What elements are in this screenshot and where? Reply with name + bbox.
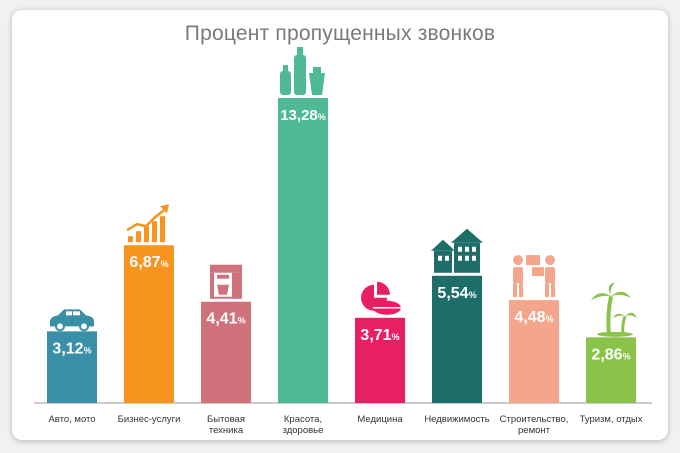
bar-6 [432, 275, 482, 403]
bar-chart: 3,12% Авто, мото 6,87% Бизнес-услуги 4,41% Бы… [34, 47, 652, 436]
bar-8 [586, 337, 636, 403]
bar-5 [355, 317, 405, 403]
bar-4 [278, 98, 328, 403]
bar-value-label: 4,48% [514, 309, 553, 326]
category-label: Авто, мото [48, 414, 95, 425]
workers-boxes-icon [513, 255, 555, 298]
category-label: Туризм, отдых [580, 414, 643, 425]
growth-chart-icon [126, 204, 169, 243]
bar-value-label: 13,28% [280, 107, 326, 124]
bar-value-label: 5,54% [437, 285, 476, 302]
houses-icon [431, 228, 483, 273]
bar-value-label: 6,87% [129, 254, 168, 271]
category-label: Строительство, ремонт [500, 414, 569, 436]
bar-7 [509, 300, 559, 403]
chart-title: Процент пропущенных звонков [184, 22, 496, 45]
category-label: Красота, здоровье [283, 414, 324, 436]
bar-value-label: 3,12% [52, 340, 91, 357]
bar-value-label: 3,71% [360, 327, 399, 344]
chart-card: Процент пропущенных звонков 3,12% Авто, м… [12, 10, 668, 440]
pills-icon [361, 281, 401, 315]
category-label: Медицина [357, 414, 403, 425]
category-label: Недвижимость [424, 414, 489, 425]
coffee-machine-icon [210, 264, 242, 299]
bar-2 [124, 245, 174, 403]
bar-value-label: 4,41% [206, 311, 245, 328]
category-label: Бытовая техника [207, 414, 245, 436]
bar-value-label: 2,86% [591, 346, 630, 363]
bar-1 [47, 331, 97, 403]
category-label: Бизнес-услуги [118, 414, 181, 425]
bar-3 [201, 301, 251, 403]
cosmetics-bottles-icon [280, 47, 325, 96]
palm-trees-icon [591, 282, 637, 337]
car-icon [50, 309, 94, 332]
